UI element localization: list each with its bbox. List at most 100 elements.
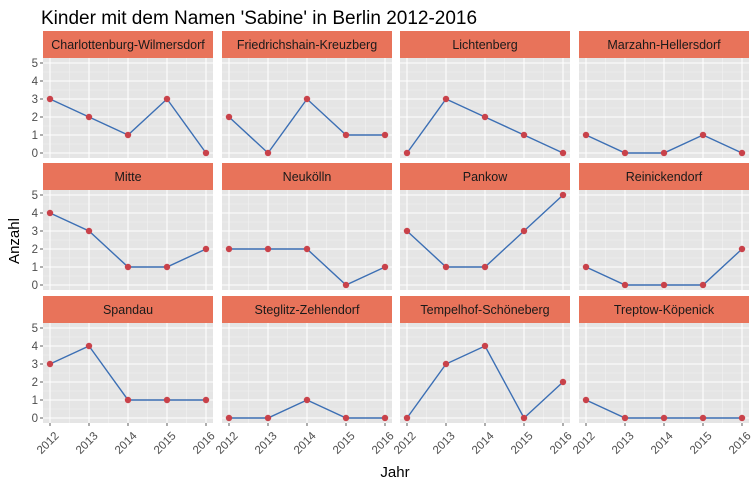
- data-point: [481, 342, 489, 350]
- data-point: [403, 149, 411, 157]
- data-point: [264, 149, 272, 157]
- data-point: [559, 149, 567, 157]
- y-tick-label: 1: [32, 395, 38, 407]
- data-point: [660, 281, 668, 289]
- data-point: [699, 281, 707, 289]
- data-point: [303, 95, 311, 103]
- x-tick-label: 2016: [191, 430, 218, 457]
- x-tick-label: 2014: [292, 430, 319, 457]
- strip-marzahn-hellersdorf: [579, 31, 749, 58]
- data-point: [621, 414, 629, 422]
- strip-label: Tempelhof-Schöneberg: [420, 303, 549, 317]
- y-tick-label: 1: [32, 130, 38, 142]
- strip-tempelhof-sch-neberg: [400, 296, 570, 323]
- strip-label: Mitte: [114, 170, 141, 184]
- data-point: [559, 378, 567, 386]
- y-tick-label: 5: [32, 323, 38, 335]
- data-point: [660, 414, 668, 422]
- strip-pankow: [400, 163, 570, 190]
- x-tick-label: 2012: [392, 430, 419, 457]
- data-point: [163, 263, 171, 271]
- x-tick-label: 2012: [35, 430, 62, 457]
- x-tick-label: 2014: [470, 430, 497, 457]
- y-tick-label: 0: [32, 280, 38, 292]
- x-tick-label: 2016: [727, 430, 754, 457]
- strip-label: Lichtenberg: [452, 38, 517, 52]
- data-point: [520, 131, 528, 139]
- strip-label: Spandau: [103, 303, 153, 317]
- y-tick-label: 0: [32, 148, 38, 160]
- data-point: [442, 263, 450, 271]
- data-point: [621, 149, 629, 157]
- data-point: [520, 227, 528, 235]
- x-tick-label: 2014: [649, 430, 676, 457]
- data-point: [738, 414, 746, 422]
- data-point: [481, 113, 489, 121]
- x-axis-title: Jahr: [380, 464, 409, 481]
- data-point: [342, 131, 350, 139]
- data-point: [225, 245, 233, 253]
- data-point: [403, 414, 411, 422]
- data-point: [303, 396, 311, 404]
- data-point: [559, 191, 567, 199]
- x-tick-label: 2013: [74, 430, 101, 457]
- data-point: [699, 414, 707, 422]
- strip-label: Pankow: [463, 170, 508, 184]
- data-point: [699, 131, 707, 139]
- x-tick-label: 2016: [370, 430, 397, 457]
- data-point: [342, 281, 350, 289]
- data-point: [738, 245, 746, 253]
- y-tick-label: 2: [32, 112, 38, 124]
- y-tick-label: 3: [32, 94, 38, 106]
- x-tick-label: 2015: [688, 430, 715, 457]
- x-tick-label: 2014: [113, 430, 140, 457]
- x-tick-label: 2012: [571, 430, 598, 457]
- y-tick-label: 4: [32, 208, 39, 220]
- x-tick-label: 2013: [610, 430, 637, 457]
- data-point: [303, 245, 311, 253]
- data-point: [163, 396, 171, 404]
- strip-label: Neukölln: [283, 170, 332, 184]
- data-point: [381, 131, 389, 139]
- y-axis-title: Anzahl: [6, 218, 23, 264]
- strip-label: Friedrichshain-Kreuzberg: [237, 38, 377, 52]
- data-point: [481, 263, 489, 271]
- strip-neuk-lln: [222, 163, 392, 190]
- strip-spandau: [43, 296, 213, 323]
- data-point: [403, 227, 411, 235]
- strip-lichtenberg: [400, 31, 570, 58]
- strip-label: Reinickendorf: [626, 170, 703, 184]
- data-point: [225, 113, 233, 121]
- data-point: [85, 113, 93, 121]
- x-tick-label: 2015: [152, 430, 179, 457]
- data-point: [381, 414, 389, 422]
- data-point: [442, 360, 450, 368]
- strip-label: Charlottenburg-Wilmersdorf: [51, 38, 205, 52]
- data-point: [202, 245, 210, 253]
- x-tick-label: 2013: [431, 430, 458, 457]
- data-point: [46, 95, 54, 103]
- strip-mitte: [43, 163, 213, 190]
- data-point: [342, 414, 350, 422]
- data-point: [582, 263, 590, 271]
- data-point: [264, 414, 272, 422]
- data-point: [442, 95, 450, 103]
- x-tick-label: 2015: [509, 430, 536, 457]
- data-point: [660, 149, 668, 157]
- y-tick-label: 4: [32, 341, 39, 353]
- y-tick-label: 2: [32, 244, 38, 256]
- data-point: [124, 396, 132, 404]
- y-tick-label: 4: [32, 76, 39, 88]
- strip-label: Marzahn-Hellersdorf: [607, 38, 721, 52]
- data-point: [163, 95, 171, 103]
- data-point: [582, 396, 590, 404]
- data-point: [520, 414, 528, 422]
- panels: Charlottenburg-Wilmersdorf 0 1 2 3 4 5 Friedric…: [32, 31, 754, 457]
- data-point: [738, 149, 746, 157]
- y-tick-label: 5: [32, 58, 38, 70]
- data-point: [264, 245, 272, 253]
- x-tick-label: 2013: [253, 430, 280, 457]
- data-point: [202, 149, 210, 157]
- data-point: [621, 281, 629, 289]
